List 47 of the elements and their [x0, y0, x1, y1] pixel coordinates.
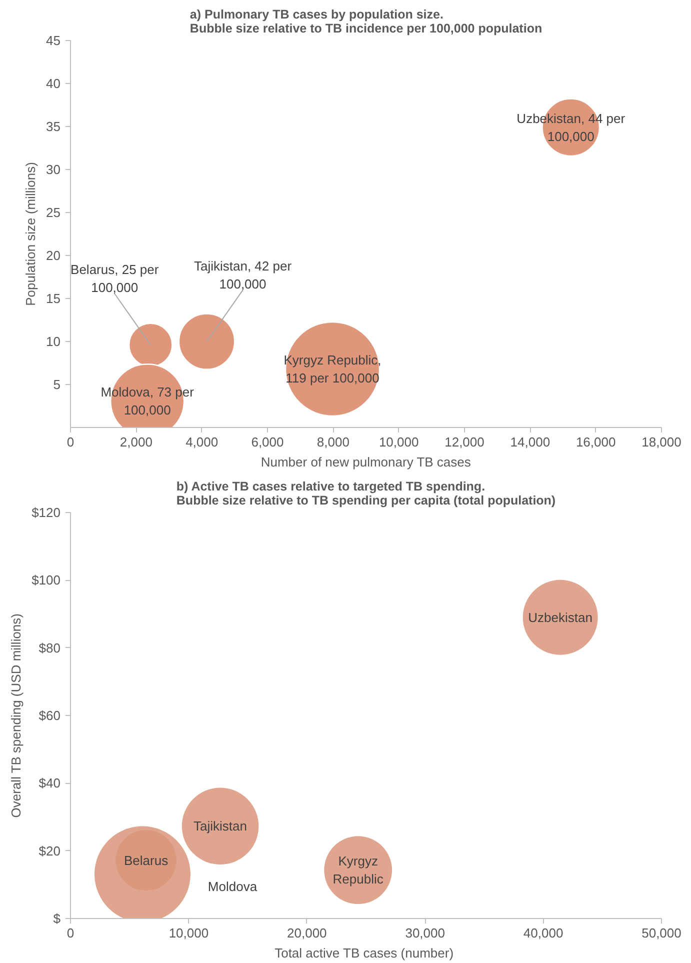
x-tick-label: 30,000 — [405, 926, 445, 940]
y-tick-label: 20 — [46, 248, 61, 263]
y-tick-label: $80 — [38, 640, 61, 656]
x-axis-title: Total active TB cases (number) — [274, 946, 454, 960]
x-tick-label: 10,000 — [168, 926, 209, 940]
y-tick-label: $20 — [38, 843, 61, 858]
y-tick-label: 10 — [46, 334, 61, 349]
y-axis-title: Population size (millions) — [23, 162, 38, 306]
x-tick-label: 8,000 — [316, 434, 350, 450]
y-axis-title: Overall TB spending (USD millions) — [8, 614, 24, 818]
y-tick-label: 45 — [46, 33, 61, 48]
x-tick-label: 14,000 — [510, 434, 550, 450]
y-tick-label: 25 — [46, 205, 61, 220]
y-tick-label: $ — [53, 911, 62, 926]
x-tick-label: 12,000 — [444, 434, 484, 450]
chart-title: b) Active TB cases relative to targeted TB spending. — [176, 480, 486, 494]
chart-subtitle: Bubble size relative to TB incidence per 100,000 population — [190, 22, 542, 36]
y-tick-label: $60 — [38, 708, 61, 723]
x-tick-label: 0 — [66, 926, 74, 940]
annotation: Moldova — [208, 879, 258, 894]
x-axis-title: Number of new pulmonary TB cases — [260, 454, 472, 470]
chart-subtitle: Bubble size relative to TB spending per capita (total population) — [176, 494, 556, 508]
x-tick-label: 18,000 — [642, 434, 682, 450]
y-tick-label: 15 — [46, 291, 61, 306]
data-label: Belarus — [124, 852, 169, 868]
x-tick-label: 20,000 — [287, 926, 327, 940]
x-tick-label: 16,000 — [576, 434, 616, 450]
data-label: Kyrgyz Republic — [332, 854, 384, 887]
chart-title: a) Pulmonary TB cases by population size. — [190, 8, 444, 22]
y-tick-label: $120 — [32, 505, 60, 520]
y-tick-label: 30 — [46, 162, 61, 177]
x-tick-label: 40,000 — [523, 926, 564, 940]
x-tick-label: 6,000 — [251, 434, 284, 450]
y-tick-label: 5 — [53, 377, 61, 392]
x-tick-label: 10,000 — [378, 434, 419, 450]
y-tick-label: 35 — [46, 119, 61, 134]
x-tick-label: 2,000 — [120, 434, 152, 450]
data-label: Tajikistan — [194, 818, 247, 834]
data-label: Uzbekistan — [528, 610, 592, 625]
annotation: Tajikistan, 42 per 100,000 — [194, 258, 292, 292]
y-tick-label: 40 — [46, 76, 61, 91]
y-tick-label: $100 — [32, 572, 60, 588]
x-tick-label: 0 — [66, 434, 74, 450]
x-tick-label: 4,000 — [186, 434, 218, 450]
x-tick-label: 50,000 — [642, 926, 682, 940]
y-tick-label: $40 — [38, 776, 61, 791]
annotation: Belarus, 25 per 100,000 — [70, 262, 160, 295]
